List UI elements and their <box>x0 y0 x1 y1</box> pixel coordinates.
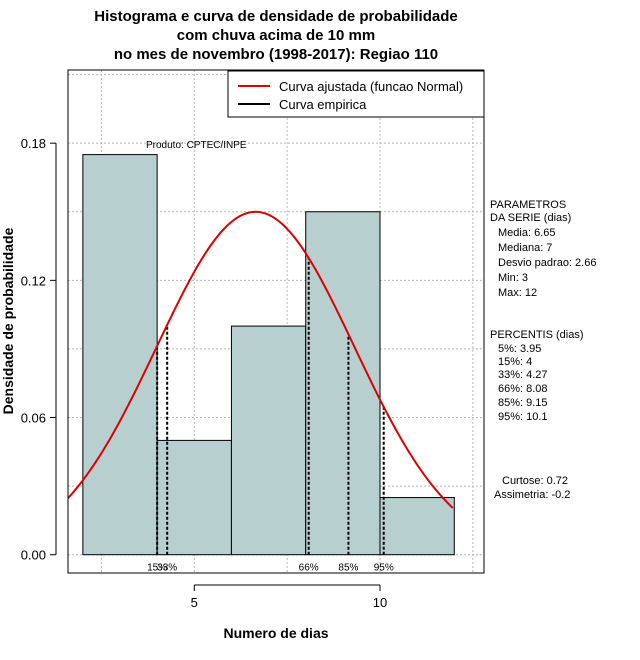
y-tick-label: 0.18 <box>21 136 46 151</box>
histogram-bar-4 <box>305 211 381 556</box>
y-axis-title: Densidade de probabilidade <box>0 227 16 414</box>
assimetria-label: Assimetria: -0.2 <box>494 489 570 501</box>
percentis-line-85: 85%: 9.15 <box>498 397 548 409</box>
y-tick-label: 0.00 <box>21 548 46 563</box>
x-axis-title: Numero de dias <box>223 625 328 641</box>
parametros-heading-2: DA SERIE (dias) <box>490 212 571 224</box>
y-tick-label: 0.06 <box>21 411 46 426</box>
histogram-bar-2 <box>156 439 232 556</box>
legend-box <box>227 70 485 118</box>
percentile-label-15: 15% <box>147 563 167 574</box>
histogram-bars <box>82 154 455 556</box>
product-annotation: Produto: CPTEC/INPE <box>146 140 247 151</box>
curtose-label: Curtose: 0.72 <box>502 475 568 487</box>
y-tick-label: 0.12 <box>21 273 46 288</box>
legend-empirical-label: Curva empirica <box>279 97 367 112</box>
histogram-bar-1 <box>82 154 158 556</box>
parametros-heading-1: PARAMETROS <box>490 199 566 211</box>
curves <box>67 210 454 509</box>
percentis-line-15: 15%: 4 <box>498 356 532 368</box>
percentis-line-33: 33%: 4.27 <box>498 369 548 381</box>
percentile-label-33: 33% <box>157 563 177 574</box>
histogram-bar-3 <box>230 325 307 556</box>
legend: Curva ajustada (funcao Normal) Curva emp… <box>227 70 485 118</box>
percentis-panel: PERCENTIS (dias) 5%: 3.95 15%: 4 33%: 4.… <box>490 329 584 423</box>
percentis-line-95: 95%: 10.1 <box>498 411 548 423</box>
percentis-line-5: 5%: 3.95 <box>498 343 541 355</box>
legend-fitted-label: Curva ajustada (funcao Normal) <box>279 79 463 94</box>
axes: 0.00 0.06 0.12 0.18 5 10 <box>21 136 388 610</box>
chart-title-line-1: Histograma e curva de densidade de proba… <box>94 8 457 25</box>
percentile-lines: 15%33% 66% 85% 95% <box>147 257 394 574</box>
parametros-media: Media: 6.65 <box>498 227 555 239</box>
chart-title-line-3: no mes de novembro (1998-2017): Regiao 1… <box>114 46 438 63</box>
chart-title-line-2: com chuva acima de 10 mm <box>177 27 375 44</box>
percentis-heading: PERCENTIS (dias) <box>490 329 584 341</box>
plot-frame <box>67 69 485 574</box>
histogram-bar-5 <box>379 497 455 556</box>
percentile-label-66: 66% <box>299 563 319 574</box>
parametros-min: Min: 3 <box>498 272 528 284</box>
parametros-panel: PARAMETROS DA SERIE (dias) Media: 6.65 M… <box>490 199 596 299</box>
percentis-line-66: 66%: 8.08 <box>498 383 548 395</box>
x-tick-label: 10 <box>373 595 387 610</box>
parametros-mediana: Mediana: 7 <box>498 242 552 254</box>
percentile-label-85: 85% <box>338 563 358 574</box>
parametros-desvio: Desvio padrao: 2.66 <box>498 257 596 269</box>
parametros-max: Max: 12 <box>498 287 537 299</box>
fitted-normal-curve <box>67 210 454 509</box>
percentile-label-95: 95% <box>374 563 394 574</box>
x-tick-label: 5 <box>191 595 198 610</box>
